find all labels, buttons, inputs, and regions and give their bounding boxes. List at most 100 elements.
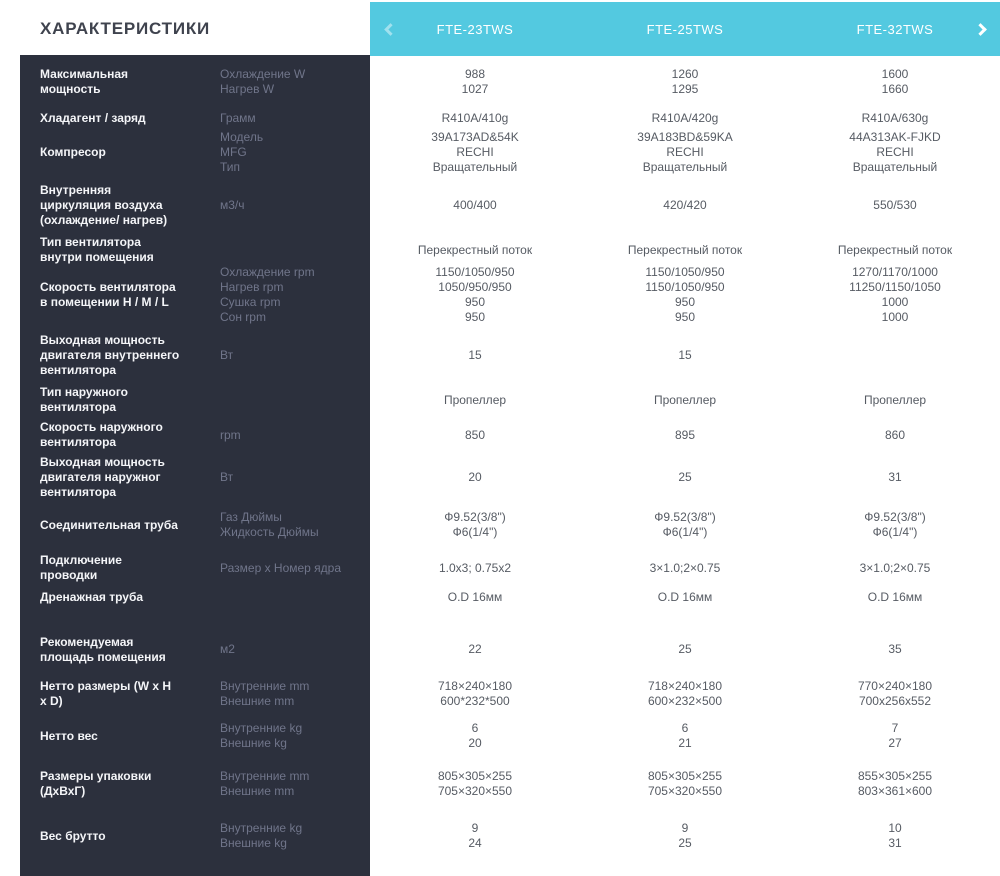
spec-value-col3: 770×240×180 700x256x552 bbox=[857, 679, 933, 708]
spec-row: Выходная мощность двигателя наружног вен… bbox=[0, 455, 1000, 500]
spec-row: Хладагент / заряд Грамм R410A/410g R410A… bbox=[0, 111, 1000, 126]
spec-value-col1: 400/400 bbox=[453, 197, 497, 212]
spec-label: Соединительная труба bbox=[40, 517, 178, 532]
spec-value-col3: 44A313AK-FJKD RECHI Вращательный bbox=[849, 130, 941, 174]
spec-value-col1: 1150/1050/950 1050/950/950 950 950 bbox=[435, 265, 515, 324]
spec-value-col1: 805×305×255 705×320×550 bbox=[437, 769, 513, 798]
prev-models-button[interactable] bbox=[370, 2, 406, 56]
spec-label: Скорость наружного вентилятора bbox=[40, 420, 163, 449]
model-header-fte-23tws: FTE-23TWS bbox=[436, 21, 514, 37]
spec-value-col1: 1.0x3; 0.75x2 bbox=[438, 560, 512, 575]
spec-value-col1: R410A/410g bbox=[441, 111, 509, 125]
spec-value-col1: Перекрестный поток bbox=[417, 242, 533, 257]
spec-row: Размеры упаковки (ДхВхГ) Внутренние mm В… bbox=[0, 769, 1000, 799]
spec-value-col1: 22 bbox=[468, 642, 482, 656]
spec-label: Нетто вес bbox=[40, 728, 98, 743]
spec-unit: Газ Дюймы Жидкость Дюймы bbox=[220, 510, 319, 539]
spec-value-col1: O.D 16мм bbox=[447, 590, 503, 604]
spec-unit: Внутренние mm Внешние mm bbox=[220, 679, 310, 708]
spec-row: Рекомендуемая площадь помещения м2 22 25… bbox=[0, 627, 1000, 672]
spec-label: Компресор bbox=[40, 145, 106, 159]
spec-label: Нетто размеры (W x H x D) bbox=[40, 679, 172, 708]
spec-row: Максимальная мощность Охлаждение W Нагре… bbox=[0, 67, 1000, 97]
spec-unit: м3/ч bbox=[220, 197, 245, 212]
spec-value-col2: Перекрестный поток bbox=[627, 242, 743, 257]
spec-unit: Размер x Номер ядра bbox=[220, 560, 342, 575]
spec-value-col3: 35 bbox=[888, 642, 902, 656]
spec-value-col2: 1260 1295 bbox=[671, 67, 699, 96]
spec-unit: Модель MFG Тип bbox=[220, 130, 264, 174]
spec-label: Тип наружного вентилятора bbox=[40, 385, 129, 414]
spec-value-col2: O.D 16мм bbox=[657, 590, 713, 604]
spec-unit: Вт bbox=[220, 347, 234, 362]
spec-row: Скорость наружного вентилятора rpm 850 8… bbox=[0, 420, 1000, 450]
spec-value-col1: 9 24 bbox=[468, 821, 482, 850]
spec-value-col1: 39A173AD&54K RECHI Вращательный bbox=[431, 130, 519, 174]
spec-value-col2: R410A/420g bbox=[651, 111, 719, 125]
spec-value-col3: 855×305×255 803×361×600 bbox=[857, 769, 933, 798]
spec-label: Рекомендуемая площадь помещения bbox=[40, 634, 166, 664]
spec-row: Подключение проводки Размер x Номер ядра… bbox=[0, 553, 1000, 583]
spec-value-col3: 550/530 bbox=[873, 197, 917, 212]
chevron-left-icon bbox=[383, 22, 397, 36]
page-title: ХАРАКТЕРИСТИКИ bbox=[40, 19, 211, 38]
spec-row: Нетто размеры (W x H x D) Внутренние mm … bbox=[0, 679, 1000, 709]
spec-value-col2: 39A183BD&59KA RECHI Вращательный bbox=[637, 130, 733, 174]
spec-value-col2: 805×305×255 705×320×550 bbox=[647, 769, 723, 798]
model-header-bar: FTE-23TWS FTE-25TWS FTE-32TWS bbox=[370, 2, 1000, 56]
spec-value-col2: 895 bbox=[674, 427, 696, 442]
spec-value-col3: Пропеллер bbox=[863, 392, 927, 407]
spec-unit: Грамм bbox=[220, 111, 256, 125]
spec-row: Внутренняя циркуляция воздуха (охлаждени… bbox=[0, 175, 1000, 235]
spec-label: Подключение проводки bbox=[40, 553, 122, 582]
spec-unit: Внутренние mm Внешние mm bbox=[220, 769, 310, 798]
spec-row: Тип наружного вентилятора Пропеллер Проп… bbox=[0, 385, 1000, 415]
spec-value-col3: 10 31 bbox=[888, 821, 902, 850]
spec-value-col2: 25 bbox=[678, 642, 692, 656]
spec-value-col3: Перекрестный поток bbox=[837, 242, 953, 257]
spec-row: Дренажная труба O.D 16мм O.D 16мм O.D 16… bbox=[0, 590, 1000, 605]
spec-value-col1: 20 bbox=[468, 470, 482, 484]
spec-value-col2: 9 25 bbox=[678, 821, 692, 850]
spec-label: Тип вентилятора внутри помещения bbox=[40, 235, 154, 264]
spec-value-col3: 1270/1170/1000 11250/1150/1050 1000 1000 bbox=[849, 265, 941, 324]
spec-label: Внутренняя циркуляция воздуха (охлаждени… bbox=[40, 182, 168, 227]
spec-value-col1: 850 bbox=[464, 427, 486, 442]
spec-value-col3: 1600 1660 bbox=[881, 67, 909, 96]
spec-row: Компресор Модель MFG Тип 39A173AD&54K RE… bbox=[0, 130, 1000, 175]
spec-value-col3: R410A/630g bbox=[861, 111, 929, 125]
spec-table: Максимальная мощность Охлаждение W Нагре… bbox=[0, 55, 1000, 851]
spec-value-col2: 15 bbox=[678, 347, 692, 362]
spec-unit: Внутренние kg Внешние kg bbox=[220, 721, 303, 750]
spec-row: Вес брутто Внутренние kg Внешние kg 9 24… bbox=[0, 821, 1000, 851]
spec-value-col3: 31 bbox=[888, 470, 902, 484]
spec-value-col1: 988 1027 bbox=[461, 67, 489, 96]
next-models-button[interactable] bbox=[964, 2, 1000, 56]
spec-label: Дренажная труба bbox=[40, 590, 144, 604]
spec-row: Скорость вентилятора в помещении H / M /… bbox=[0, 265, 1000, 325]
spec-value-col2: 1150/1050/950 1150/1050/950 950 950 bbox=[645, 265, 725, 324]
chevron-right-icon bbox=[973, 22, 987, 36]
spec-value-col1: 6 20 bbox=[468, 721, 482, 750]
spec-unit: Вт bbox=[220, 470, 234, 484]
spec-row: Тип вентилятора внутри помещения Перекре… bbox=[0, 235, 1000, 265]
spec-label: Размеры упаковки (ДхВхГ) bbox=[40, 769, 152, 798]
spec-label: Хладагент / заряд bbox=[40, 111, 146, 125]
spec-value-col3: Ф9.52(3/8") Ф6(1/4") bbox=[864, 510, 926, 539]
spec-value-col2: 3×1.0;2×0.75 bbox=[649, 560, 721, 575]
spec-value-col1: Ф9.52(3/8") Ф6(1/4") bbox=[444, 510, 506, 539]
spec-label: Выходная мощность двигателя внутреннего … bbox=[40, 332, 180, 377]
spec-unit: Охлаждение W Нагрев W bbox=[220, 67, 306, 96]
spec-value-col3: 3×1.0;2×0.75 bbox=[859, 560, 931, 575]
spec-label: Выходная мощность двигателя наружног вен… bbox=[40, 455, 165, 499]
spec-unit: Охлаждение rpm Нагрев rpm Сушка rpm Сон … bbox=[220, 265, 315, 324]
model-header-fte-25tws: FTE-25TWS bbox=[646, 21, 724, 37]
spec-label: Максимальная мощность bbox=[40, 67, 129, 96]
spec-value-col3: O.D 16мм bbox=[867, 590, 923, 604]
spec-label-panel bbox=[20, 55, 370, 876]
spec-unit: rpm bbox=[220, 427, 241, 442]
spec-label: Скорость вентилятора в помещении H / M /… bbox=[40, 280, 176, 309]
model-header-fte-32tws: FTE-32TWS bbox=[856, 21, 934, 37]
spec-unit: м2 bbox=[220, 642, 235, 656]
